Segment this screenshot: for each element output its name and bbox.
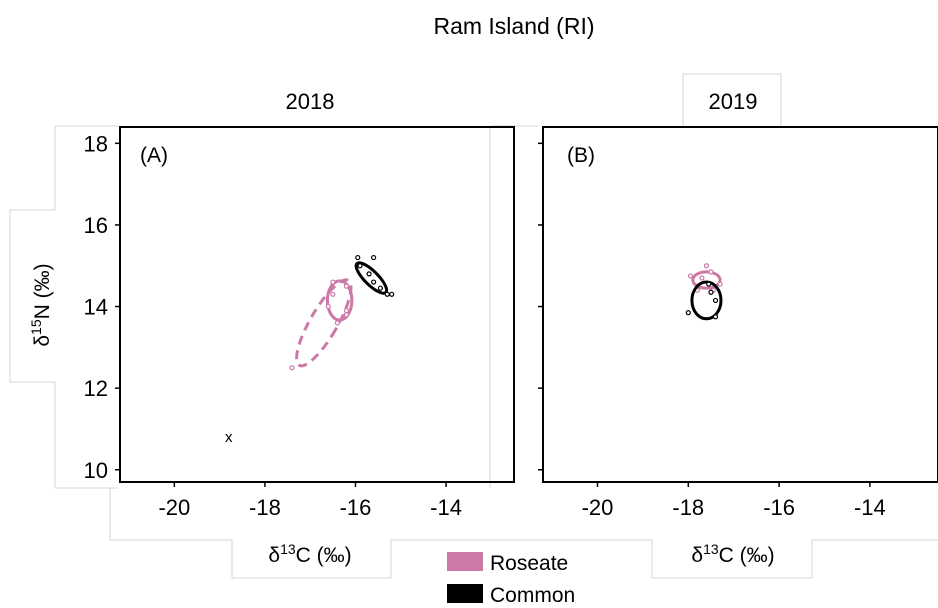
panel-a-y-tick-label: 14 [84,295,108,320]
panel-b-roseate-point [717,281,723,287]
panel-a-x-axis: -20 -18 -16 -14 [158,482,462,520]
panel-b-common-point [708,289,714,295]
panel-a: 2018 (A) 10 12 14 16 18 -20 -18 -16 -14 x δ13C … [28,89,515,567]
panel-a-roseate-point [330,279,336,285]
panel-b-common-point [712,314,719,320]
panel-b-common-point [706,281,712,287]
panel-a-y-tick-label: 16 [84,213,108,238]
panel-a-x-axis-label: δ13C (‰) [268,541,351,567]
panel-a-y-axis-label: δ15N (‰) [28,263,54,346]
panel-a-roseate-point [343,312,350,318]
panel-a-roseate-point [343,308,350,314]
panel-b-roseate-ellipse-solid [691,270,722,290]
panel-a-label: (A) [140,144,168,167]
panel-b-roseate-point [699,275,705,281]
panel-a-common-point [371,254,377,261]
legend-swatch-roseate [447,552,483,571]
panel-a-marks [289,254,395,371]
panel-a-common-point [389,291,395,297]
panel-b-marks [685,263,723,321]
panel-b-common-point [685,310,691,316]
panel-a-common-point [355,254,361,261]
panel-b-x-tick-label: -20 [582,495,614,520]
panel-b-y-axis [538,142,543,471]
panel-a-y-tick-label: 10 [84,458,108,483]
panel-b-common-point [712,297,719,304]
panel-b-label: (B) [567,144,595,167]
panel-a-y-tick-label: 18 [84,131,108,156]
panel-b-x-tick-label: -18 [672,495,704,520]
panel-a-common-point [371,279,377,285]
panel-a-title: 2018 [286,89,335,114]
panel-b: 2019 (B) -20 -18 -16 -14 δ13C (‰) [538,89,938,567]
panel-a-common-point [377,285,384,291]
panel-a-y-tick-label: 12 [84,376,108,401]
panel-a-x-tick-label: -20 [158,495,190,520]
panel-a-roseate-point [330,291,336,297]
panel-a-x-tick-label: -14 [430,495,462,520]
panel-b-title: 2019 [709,89,758,114]
panel-a-plot-area [119,126,515,483]
panel-b-x-tick-label: -14 [854,495,886,520]
panel-a-y-axis: 10 12 14 16 18 [84,131,120,483]
panel-a-common-point [357,263,363,269]
panel-a-annotation: x [225,429,233,446]
panel-b-x-tick-label: -16 [763,495,795,520]
panel-b-roseate-point [703,263,710,269]
panel-b-roseate-point [687,273,694,279]
figure-title: Ram Island (RI) [433,13,594,39]
legend-label-common: Common [490,584,575,607]
panel-a-roseate-point [289,365,295,371]
legend: Roseate Common [447,552,575,607]
panel-b-common-ellipse-solid [690,280,723,321]
panel-b-x-axis-label: δ13C (‰) [691,541,774,567]
panel-a-common-point [384,291,390,297]
panel-a-x-tick-label: -18 [249,495,281,520]
panel-b-plot-area [542,126,938,483]
legend-label-roseate: Roseate [490,552,568,575]
panel-a-roseate-point [334,320,340,326]
panel-a-common-point [366,271,372,277]
panel-a-roseate-ellipse-dashed [295,278,353,368]
panel-a-roseate-point [343,283,350,289]
panel-a-roseate-point [325,303,331,310]
panel-a-x-tick-label: -16 [340,495,372,520]
panel-b-roseate-point [708,269,714,275]
legend-swatch-common [447,584,483,603]
panel-b-x-axis: -20 -18 -16 -14 [582,482,886,520]
